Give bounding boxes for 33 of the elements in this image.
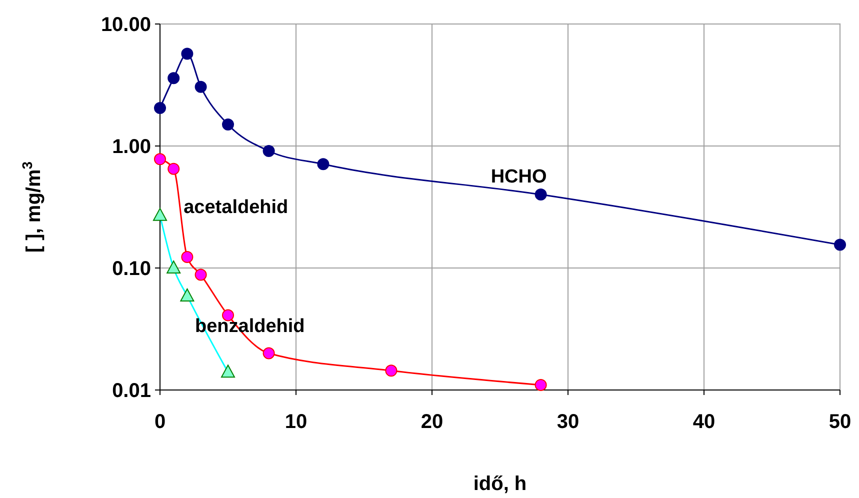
point bbox=[181, 48, 194, 60]
y-tick-label: 0.01 bbox=[112, 380, 151, 402]
y-tick-label: 1.00 bbox=[112, 136, 151, 158]
point bbox=[154, 153, 166, 166]
point bbox=[262, 347, 275, 360]
point bbox=[534, 378, 547, 391]
x-tick-label: 40 bbox=[692, 411, 716, 433]
point bbox=[194, 268, 207, 281]
point bbox=[222, 118, 234, 131]
point bbox=[180, 288, 194, 302]
point bbox=[166, 260, 181, 274]
x-tick-label: 20 bbox=[420, 411, 444, 433]
x-tick-label: 30 bbox=[556, 411, 580, 433]
series-label: acetaldehid bbox=[184, 196, 288, 218]
point bbox=[194, 80, 207, 93]
series-label: HCHO bbox=[490, 166, 547, 188]
point bbox=[221, 364, 235, 378]
point bbox=[385, 364, 398, 377]
point bbox=[168, 162, 180, 175]
y-tick-label: 10.00 bbox=[100, 14, 151, 36]
y-tick-label: 0.10 bbox=[112, 258, 151, 280]
point bbox=[834, 238, 846, 251]
point bbox=[317, 158, 330, 170]
point bbox=[534, 188, 547, 201]
point bbox=[181, 251, 194, 264]
point bbox=[262, 144, 275, 157]
x-tick-label: 0 bbox=[154, 411, 166, 433]
x-axis-title: idő, h bbox=[473, 473, 527, 495]
point bbox=[153, 208, 167, 221]
x-tick-label: 10 bbox=[284, 411, 308, 433]
point bbox=[154, 102, 166, 114]
x-tick-label: 50 bbox=[828, 411, 852, 433]
point bbox=[168, 72, 180, 84]
